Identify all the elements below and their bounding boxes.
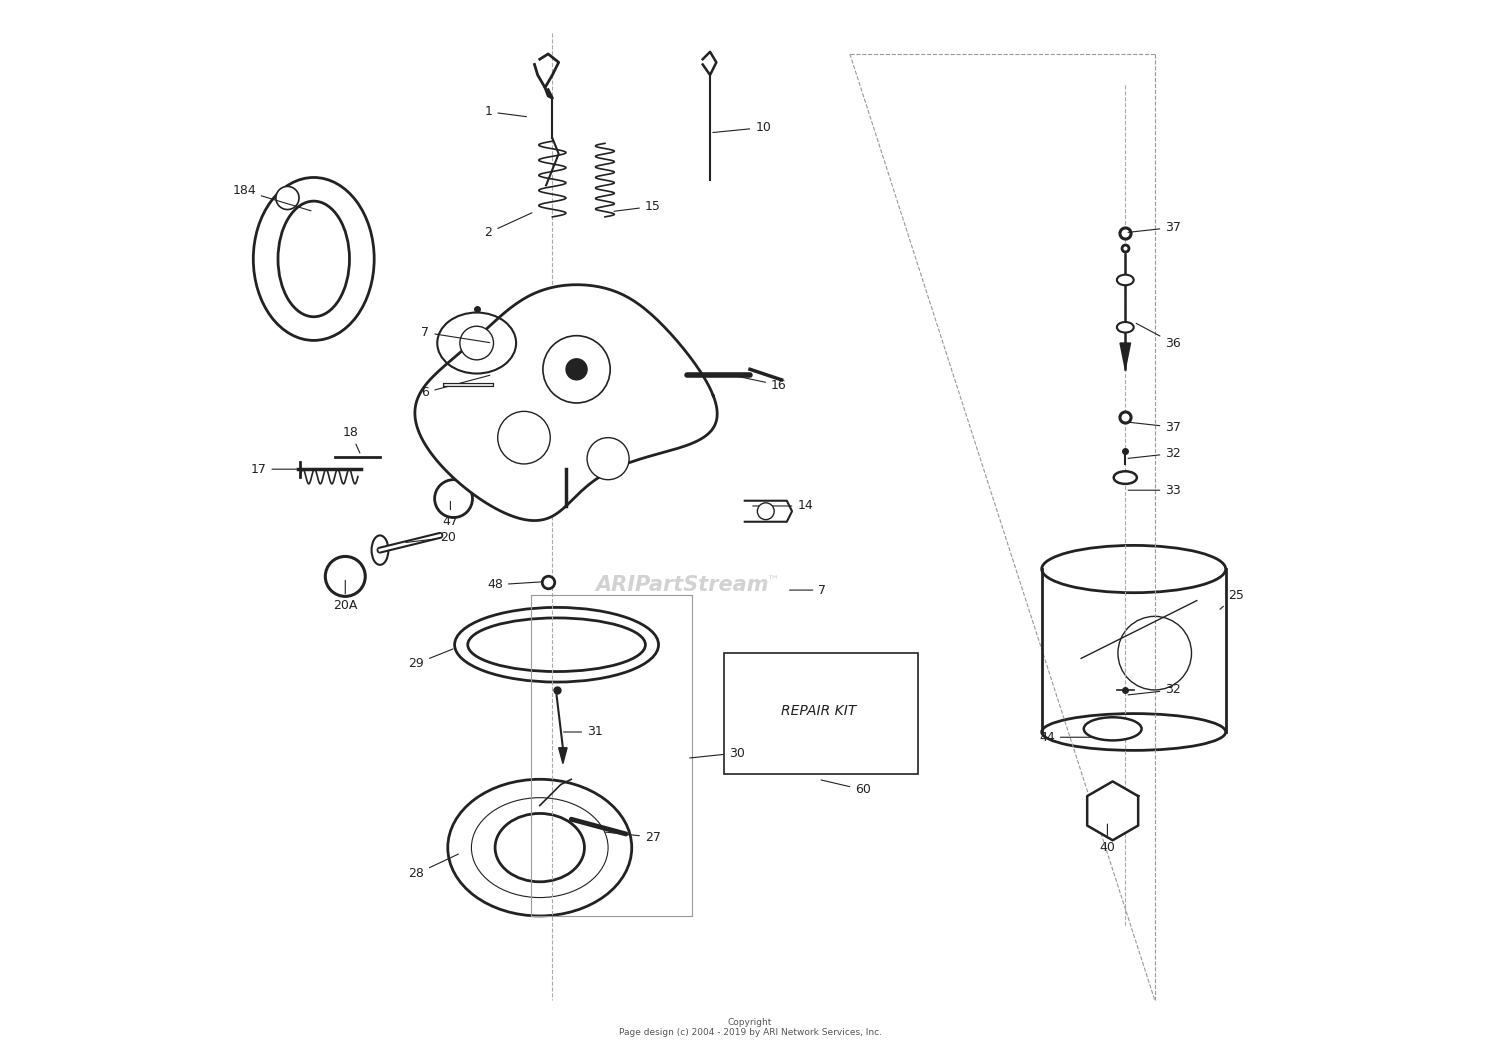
Polygon shape	[416, 285, 717, 521]
Text: 27: 27	[606, 831, 662, 843]
Circle shape	[460, 327, 494, 359]
Text: ARIPartStream: ARIPartStream	[596, 574, 768, 594]
Circle shape	[435, 480, 472, 518]
Text: 6: 6	[422, 375, 490, 399]
Ellipse shape	[278, 201, 350, 317]
Text: 44: 44	[1040, 730, 1094, 744]
Text: 10: 10	[712, 121, 771, 134]
Ellipse shape	[471, 798, 608, 898]
Text: 30: 30	[690, 746, 746, 760]
Text: 2: 2	[484, 213, 532, 239]
Text: 33: 33	[1128, 484, 1180, 496]
Circle shape	[566, 358, 586, 379]
Circle shape	[326, 557, 366, 597]
Text: 32: 32	[1128, 683, 1180, 697]
Ellipse shape	[254, 177, 374, 340]
Ellipse shape	[372, 535, 388, 565]
Text: 40: 40	[1100, 824, 1116, 854]
Text: 1: 1	[484, 105, 526, 118]
Text: 48: 48	[488, 579, 542, 591]
Text: 29: 29	[408, 649, 453, 670]
Text: 16: 16	[732, 375, 788, 392]
Ellipse shape	[1113, 471, 1137, 484]
Text: 184: 184	[232, 184, 310, 211]
Ellipse shape	[1118, 323, 1134, 332]
Ellipse shape	[454, 607, 658, 682]
Text: 20: 20	[406, 531, 456, 544]
Text: 36: 36	[1136, 324, 1180, 350]
Text: 18: 18	[342, 426, 360, 453]
Text: 47: 47	[442, 502, 459, 528]
Ellipse shape	[495, 814, 585, 882]
Text: 37: 37	[1128, 221, 1180, 234]
Ellipse shape	[448, 779, 632, 916]
Text: 15: 15	[614, 200, 662, 213]
Text: 17: 17	[251, 463, 300, 475]
Text: 20A: 20A	[333, 581, 357, 612]
Polygon shape	[1088, 781, 1138, 840]
Text: 60: 60	[821, 780, 872, 797]
Polygon shape	[1120, 343, 1131, 369]
Polygon shape	[558, 747, 567, 763]
Text: ™: ™	[766, 575, 778, 588]
Text: 7: 7	[422, 326, 489, 343]
Circle shape	[1118, 617, 1191, 690]
Text: 37: 37	[1128, 421, 1180, 433]
Circle shape	[543, 335, 610, 403]
Circle shape	[586, 437, 628, 480]
Polygon shape	[744, 501, 792, 522]
Text: 14: 14	[753, 500, 813, 512]
Circle shape	[498, 411, 550, 464]
Text: 7: 7	[789, 584, 826, 597]
Ellipse shape	[1118, 275, 1134, 286]
Text: REPAIR KIT: REPAIR KIT	[780, 704, 856, 718]
Ellipse shape	[438, 313, 516, 373]
Bar	[723, 653, 918, 774]
Ellipse shape	[1084, 718, 1142, 740]
Text: 25: 25	[1220, 589, 1244, 609]
Ellipse shape	[468, 618, 645, 671]
Text: 28: 28	[408, 854, 459, 880]
Circle shape	[276, 187, 298, 210]
Text: 32: 32	[1128, 447, 1180, 460]
Circle shape	[758, 503, 774, 520]
Text: 31: 31	[564, 725, 603, 739]
Ellipse shape	[1041, 714, 1226, 750]
Text: Copyright
Page design (c) 2004 - 2019 by ARI Network Services, Inc.: Copyright Page design (c) 2004 - 2019 by…	[618, 1018, 882, 1037]
Ellipse shape	[1041, 545, 1226, 592]
